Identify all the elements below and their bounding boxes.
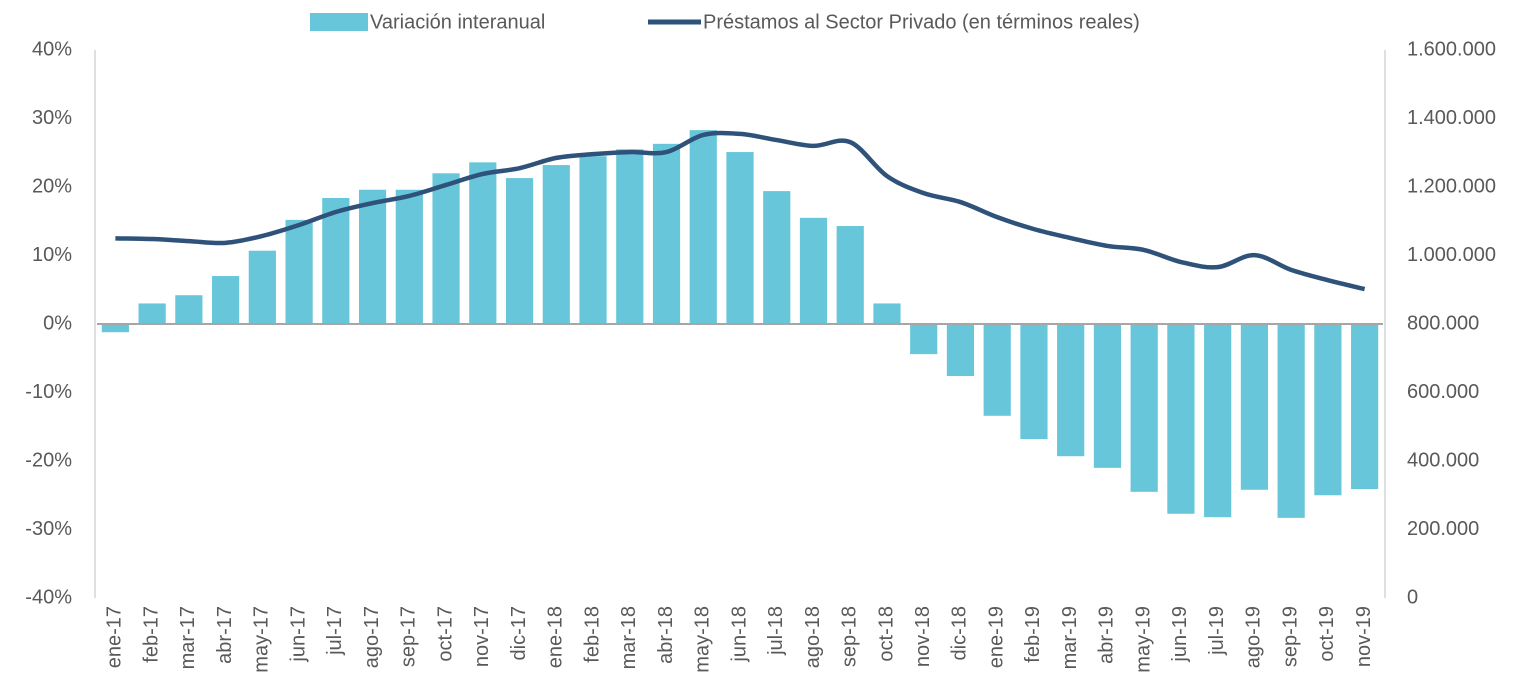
- x-tick-label: dic-18: [949, 606, 971, 660]
- bar: [505, 178, 534, 324]
- x-tick-label: feb-18: [581, 606, 603, 663]
- y-tick-label: 40%: [32, 38, 72, 60]
- y-tick-label: -30%: [25, 518, 72, 540]
- y2-tick-label: 400.000: [1407, 449, 1479, 471]
- x-tick-label: sep-18: [839, 606, 861, 667]
- x-tick-label: mar-18: [618, 606, 640, 669]
- bar: [873, 303, 901, 324]
- x-tick-label: jun-17: [287, 606, 309, 663]
- bar: [1277, 324, 1305, 518]
- y2-tick-label: 1.400.000: [1407, 107, 1496, 129]
- bar: [138, 303, 166, 324]
- bar: [1057, 324, 1085, 457]
- x-tick-label: ago-19: [1243, 606, 1265, 668]
- x-tick-label: sep-19: [1279, 606, 1301, 667]
- x-tick-label: nov-19: [1353, 606, 1375, 667]
- bar: [1020, 324, 1048, 440]
- bar: [616, 149, 644, 324]
- x-tick-label: oct-18: [875, 606, 897, 662]
- line: [115, 130, 1366, 292]
- bar: [175, 295, 203, 324]
- x-tick-label: jul-17: [324, 606, 346, 656]
- bar: [358, 189, 387, 324]
- x-tick-label: jun-18: [728, 606, 750, 663]
- y-tick-label: -20%: [25, 449, 72, 471]
- bar: [689, 130, 717, 324]
- bar: [946, 324, 975, 377]
- x-tick-label: feb-17: [140, 606, 162, 663]
- x-tick-label: ene-18: [545, 606, 567, 668]
- bar: [469, 162, 497, 324]
- bar: [101, 324, 129, 333]
- x-tick-label: oct-17: [434, 606, 456, 662]
- bar: [1204, 324, 1232, 518]
- bar: [836, 226, 864, 324]
- bar: [579, 156, 607, 324]
- x-tick-label: jul-19: [1206, 606, 1228, 656]
- y-tick-label: 20%: [32, 175, 72, 197]
- x-tick-label: abr-19: [1096, 606, 1118, 664]
- x-tick-label: abr-18: [655, 606, 677, 664]
- x-tick-label: feb-19: [1022, 606, 1044, 663]
- y2-tick-label: 0: [1407, 586, 1418, 608]
- x-tick-label: oct-19: [1316, 606, 1338, 662]
- bar: [1167, 324, 1195, 514]
- y2-tick-label: 1.000.000: [1407, 244, 1496, 266]
- x-tick-label: abr-17: [214, 606, 236, 664]
- bar: [726, 152, 754, 324]
- x-tick-label: ago-18: [802, 606, 824, 668]
- x-tick-label: may-19: [1132, 606, 1154, 673]
- y-tick-label: 30%: [32, 107, 72, 129]
- x-tick-label: jun-19: [1169, 606, 1191, 663]
- x-tick-label: sep-17: [398, 606, 420, 667]
- bar: [1351, 324, 1379, 490]
- bar: [212, 276, 240, 324]
- x-tick-label: nov-17: [471, 606, 493, 667]
- y-tick-label: 10%: [32, 244, 72, 266]
- x-tick-label: may-18: [692, 606, 714, 673]
- bar: [285, 219, 313, 324]
- bar: [322, 197, 350, 324]
- y2-tick-label: 1.600.000: [1407, 38, 1496, 60]
- bar: [910, 324, 938, 355]
- x-tick-label: ene-17: [104, 606, 126, 668]
- y-tick-label: -40%: [25, 586, 72, 608]
- y2-tick-label: 600.000: [1407, 381, 1479, 403]
- bar: [542, 165, 570, 324]
- bar: [763, 191, 791, 324]
- bar: [1240, 324, 1268, 490]
- bar: [395, 189, 423, 324]
- legend-swatch: [310, 13, 368, 31]
- y2-tick-label: 800.000: [1407, 312, 1479, 334]
- bar: [1093, 324, 1122, 468]
- x-tick-label: mar-17: [177, 606, 199, 669]
- bar: [983, 324, 1011, 416]
- y-tick-label: -10%: [25, 381, 72, 403]
- x-tick-label: may-17: [251, 606, 273, 673]
- y2-tick-label: 200.000: [1407, 518, 1479, 540]
- y2-tick-label: 1.200.000: [1407, 175, 1496, 197]
- bar: [1314, 324, 1342, 496]
- x-tick-label: jul-18: [765, 606, 787, 656]
- legend-label: Variación interanual: [370, 11, 545, 33]
- y-tick-label: 0%: [43, 312, 72, 334]
- bar: [1130, 324, 1158, 492]
- x-tick-label: mar-19: [1059, 606, 1081, 669]
- bar: [248, 250, 276, 324]
- bar: [799, 217, 828, 324]
- x-tick-label: ago-17: [361, 606, 383, 668]
- legend-label: Préstamos al Sector Privado (en términos…: [703, 11, 1140, 33]
- bar: [432, 173, 460, 324]
- x-tick-label: ene-19: [985, 606, 1007, 668]
- x-tick-label: dic-17: [508, 606, 530, 660]
- x-tick-label: nov-18: [912, 606, 934, 667]
- bar: [652, 143, 681, 324]
